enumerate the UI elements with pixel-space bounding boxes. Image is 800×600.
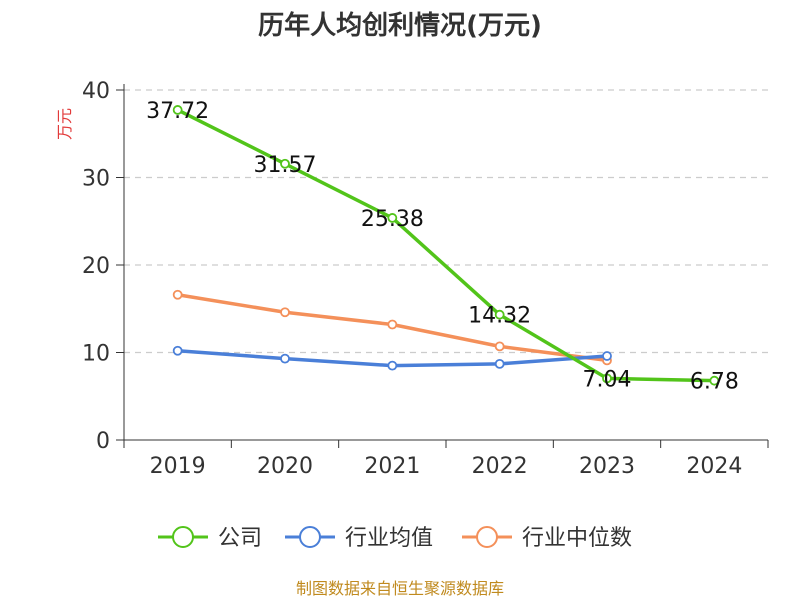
data-point-2[interactable]	[494, 341, 505, 352]
x-tick-label: 2022	[472, 454, 528, 479]
legend-item-2[interactable]: 行业中位数	[462, 526, 632, 551]
series-line-0	[175, 108, 717, 383]
x-tick-label: 2024	[686, 454, 742, 479]
data-point-1[interactable]	[602, 351, 612, 361]
legend-label: 行业均值	[345, 526, 433, 551]
data-point-1[interactable]	[494, 358, 505, 369]
data-label: 25.38	[361, 207, 424, 232]
source-note: 制图数据来自恒生聚源数据库	[296, 579, 504, 598]
chart-title: 历年人均创利情况(万元)	[258, 10, 542, 41]
grid-lines	[124, 89, 768, 354]
data-label: 31.57	[254, 153, 317, 178]
series-group	[172, 105, 720, 386]
x-tick-label: 2020	[257, 454, 313, 479]
data-point-0[interactable]	[387, 213, 398, 223]
legend[interactable]: 公司 行业均值 行业中位数	[158, 526, 632, 551]
legend-label: 公司	[218, 526, 262, 551]
data-point-1[interactable]	[387, 360, 398, 371]
y-tick-label: 0	[96, 429, 110, 454]
y-tick-label: 30	[82, 167, 110, 192]
legend-swatch-marker	[299, 526, 321, 548]
data-point-0[interactable]	[709, 375, 720, 386]
legend-item-0[interactable]: 公司	[158, 526, 262, 551]
y-tick-label: 20	[82, 254, 110, 279]
x-tick-label: 2023	[579, 454, 635, 479]
legend-label: 行业中位数	[522, 526, 632, 551]
data-point-0[interactable]	[602, 373, 612, 384]
x-tick-label: 2019	[150, 454, 206, 479]
data-point-2[interactable]	[172, 289, 183, 300]
y-axis-unit: 万元	[55, 108, 74, 140]
y-tick-label: 10	[82, 342, 110, 367]
data-point-1[interactable]	[280, 353, 290, 364]
legend-swatch-marker	[172, 526, 194, 548]
data-point-0[interactable]	[172, 105, 183, 115]
data-label: 6.78	[690, 370, 739, 395]
axes: 0 10 20 30 40 2019 2020 2021 2022 2023 2024	[82, 79, 769, 479]
data-point-0[interactable]	[494, 309, 505, 320]
data-point-2[interactable]	[280, 307, 290, 318]
data-label: 14.32	[468, 304, 531, 329]
data-label: 7.04	[583, 367, 632, 392]
legend-swatch-marker	[476, 526, 498, 548]
data-point-0[interactable]	[280, 158, 290, 169]
legend-item-1[interactable]: 行业均值	[285, 526, 433, 551]
data-label: 37.72	[146, 99, 209, 124]
x-tick-label: 2021	[364, 454, 420, 479]
y-tick-label: 40	[82, 79, 110, 104]
data-point-1[interactable]	[172, 345, 183, 356]
data-labels: 37.72 31.57 25.38 14.32 7.04 6.78	[146, 99, 739, 395]
data-point-2[interactable]	[387, 319, 398, 330]
